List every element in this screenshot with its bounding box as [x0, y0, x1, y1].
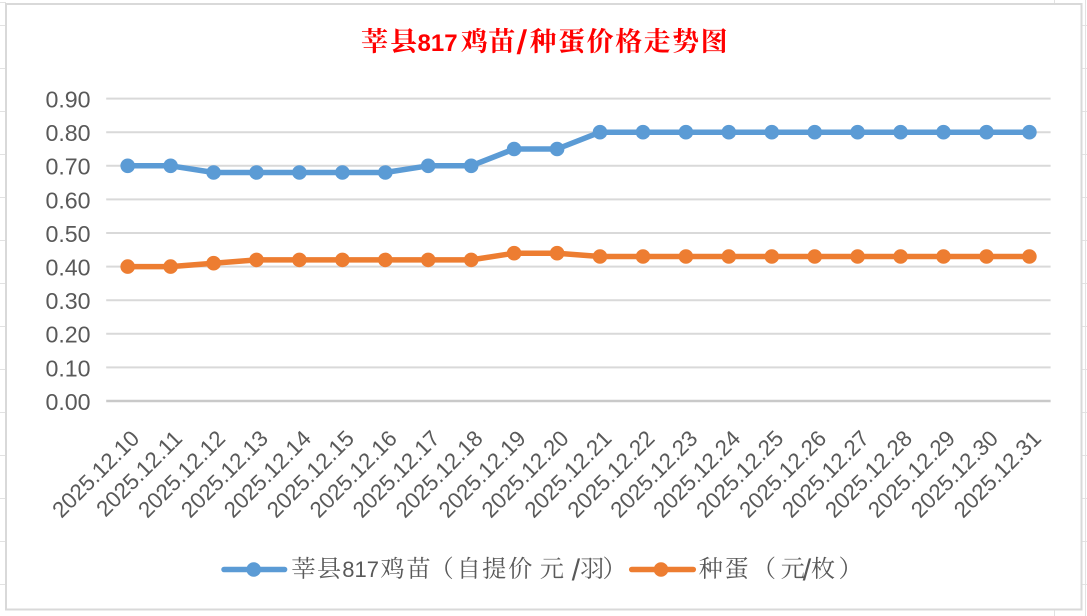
svg-text:0.10: 0.10 — [45, 355, 90, 381]
svg-text:817: 817 — [342, 557, 379, 582]
svg-text:817: 817 — [418, 30, 458, 57]
svg-text:0.70: 0.70 — [45, 154, 90, 180]
svg-text:0.80: 0.80 — [45, 120, 90, 146]
svg-text:0.50: 0.50 — [45, 221, 90, 247]
svg-text:0.30: 0.30 — [45, 288, 90, 314]
svg-text:0.60: 0.60 — [45, 187, 90, 213]
svg-text:0.90: 0.90 — [45, 87, 90, 113]
svg-text:0.00: 0.00 — [45, 389, 90, 415]
svg-text:0.40: 0.40 — [45, 255, 90, 281]
svg-text:0.20: 0.20 — [45, 322, 90, 348]
